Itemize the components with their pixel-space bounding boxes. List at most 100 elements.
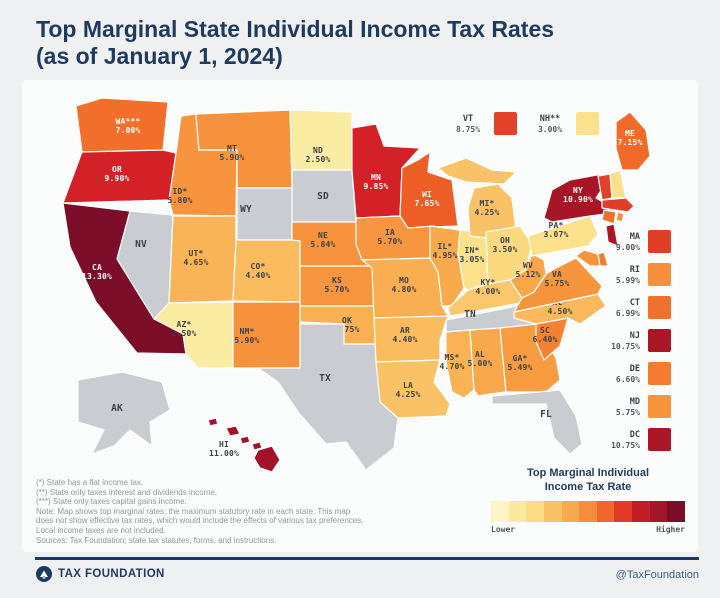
legend-ramp-cell [667, 500, 686, 522]
brand-name: TAX FOUNDATION [58, 568, 165, 580]
legend-ramp-cell [596, 500, 615, 522]
twitter-handle[interactable]: @TaxFoundation [615, 569, 699, 581]
state-rate-va: 5.75% [544, 279, 569, 288]
state-color-swatch [648, 395, 671, 418]
state-label-tn: TN [464, 309, 476, 320]
state-label-ga: GA* [512, 354, 527, 363]
state-label-wi: WI [422, 190, 432, 199]
state-shape-wa [75, 97, 169, 153]
state-row-de: DE 6.60% [594, 362, 671, 385]
state-rate-ca: 13.30% [82, 272, 112, 281]
brand: TAX FOUNDATION [36, 566, 165, 582]
state-rate-mo: 4.80% [391, 285, 416, 294]
state-rate: 10.75% [611, 341, 640, 351]
state-label-ut: UT* [188, 249, 203, 258]
state-rate-hi: 11.00% [209, 449, 239, 458]
state-label-ak: AK [111, 403, 123, 414]
state-label-al: AL [475, 350, 485, 359]
state-label-ms: MS* [444, 353, 459, 362]
state-color-swatch [648, 296, 671, 319]
state-label-wy: WY [240, 204, 252, 215]
state-rate-nm: 5.90% [234, 336, 259, 345]
state-label-in: IN* [464, 246, 479, 255]
legend-end-labels: Lower Higher [491, 525, 685, 534]
state-shape-nc [513, 293, 607, 325]
legend-ramp-cell [526, 500, 544, 522]
state-rate-co: 4.40% [245, 271, 270, 280]
footnote-line: (**) State only taxes interest and divid… [36, 487, 217, 497]
state-rate-ks: 5.70% [324, 285, 349, 294]
state-rate-mi: 4.25% [474, 208, 499, 217]
legend-title-line1: Top Marginal Individual [526, 467, 650, 479]
state-shape-me [615, 111, 651, 171]
state-shape-la [375, 359, 451, 419]
state-label-il: IL* [437, 242, 452, 251]
state-rate-ms: 4.70% [439, 362, 464, 371]
state-rate-pa: 3.07% [543, 230, 568, 239]
state-rate: 6.99% [615, 308, 640, 318]
state-rate-ne: 5.84% [310, 240, 335, 249]
state-rate-wv: 5.12% [515, 270, 540, 279]
legend-higher-label: Higher [656, 524, 685, 534]
state-rate: 10.75% [611, 440, 640, 450]
state-rate-mt: 5.90% [219, 153, 244, 162]
state-rate-in: 3.05% [459, 255, 484, 264]
state-row-vt: VT 8.75% [448, 112, 517, 135]
state-label-pa: PA* [548, 221, 563, 230]
state-rate-ky: 4.00% [475, 287, 500, 296]
state-rate-wa: 7.00% [115, 126, 140, 135]
state-label-ia: IA [385, 228, 395, 237]
legend-ramp-cell [543, 500, 562, 522]
state-rate-mn: 9.85% [363, 182, 388, 191]
state-shape-hi [225, 425, 241, 437]
state-rate: 6.60% [615, 374, 640, 384]
state-label-nv: NV [135, 239, 147, 250]
state-label-mn: MN [371, 173, 381, 182]
state-label-sd: SD [317, 191, 329, 202]
legend-gradient-bar [491, 500, 686, 522]
state-row-ri: RI 5.99% [594, 263, 671, 286]
state-abbr: NH** [539, 113, 561, 124]
legend-ramp-cell [632, 500, 650, 522]
state-shape-ny [543, 173, 611, 223]
legend-ramp-cell [614, 500, 633, 522]
state-label-mt: MT [227, 144, 237, 153]
footnotes: (*) State has a flat income tax. (**) Sta… [36, 478, 466, 545]
state-label-ca: CA [92, 263, 102, 272]
footnote-line: Note: Map shows top marginal rates: the … [36, 506, 351, 516]
state-rate-wi: 7.65% [414, 199, 439, 208]
state-shape-az [153, 301, 234, 369]
state-row-nh: NH** 3.00% [530, 112, 599, 135]
legend-title: Top Marginal Individual Income Tax Rate [488, 466, 688, 495]
state-label-va: VA [552, 270, 562, 279]
legend-ramp-cell [561, 500, 580, 522]
state-label-ky: KY* [480, 278, 495, 287]
state-label-nm: NM* [239, 327, 254, 336]
state-row-md: MD 5.75% [594, 395, 671, 418]
footnote-line: (***) State only taxes capital gains inc… [36, 497, 187, 507]
state-color-swatch [648, 329, 671, 352]
page-title: Top Marginal State Individual Income Tax… [36, 16, 696, 70]
state-rate: 5.75% [615, 407, 640, 417]
state-abbr: MA [629, 231, 640, 242]
tax-foundation-logo-icon [36, 566, 52, 582]
state-label-mi: MI* [479, 199, 494, 208]
state-color-swatch [648, 230, 671, 253]
state-rate-al: 5.00% [467, 359, 492, 368]
state-rate-id: 5.80% [167, 196, 192, 205]
state-shape-wv [509, 253, 547, 299]
state-row-nj: NJ 10.75% [594, 329, 671, 352]
legend: Top Marginal Individual Income Tax Rate … [488, 466, 688, 534]
state-label-nd: ND [313, 146, 323, 155]
footnote-line: does not show effective tax rates, which… [36, 516, 364, 526]
state-rate: 5.99% [615, 275, 640, 285]
state-rate-ut: 4.65% [183, 258, 208, 267]
state-shape-ct [601, 209, 617, 225]
legend-ramp-cell [649, 500, 668, 522]
state-rate-ny: 10.90% [563, 195, 593, 204]
state-label-ne: NE [318, 231, 328, 240]
state-label-or: OR [112, 165, 122, 174]
state-shape-hi [251, 441, 263, 451]
state-label-fl: FL [540, 409, 552, 420]
